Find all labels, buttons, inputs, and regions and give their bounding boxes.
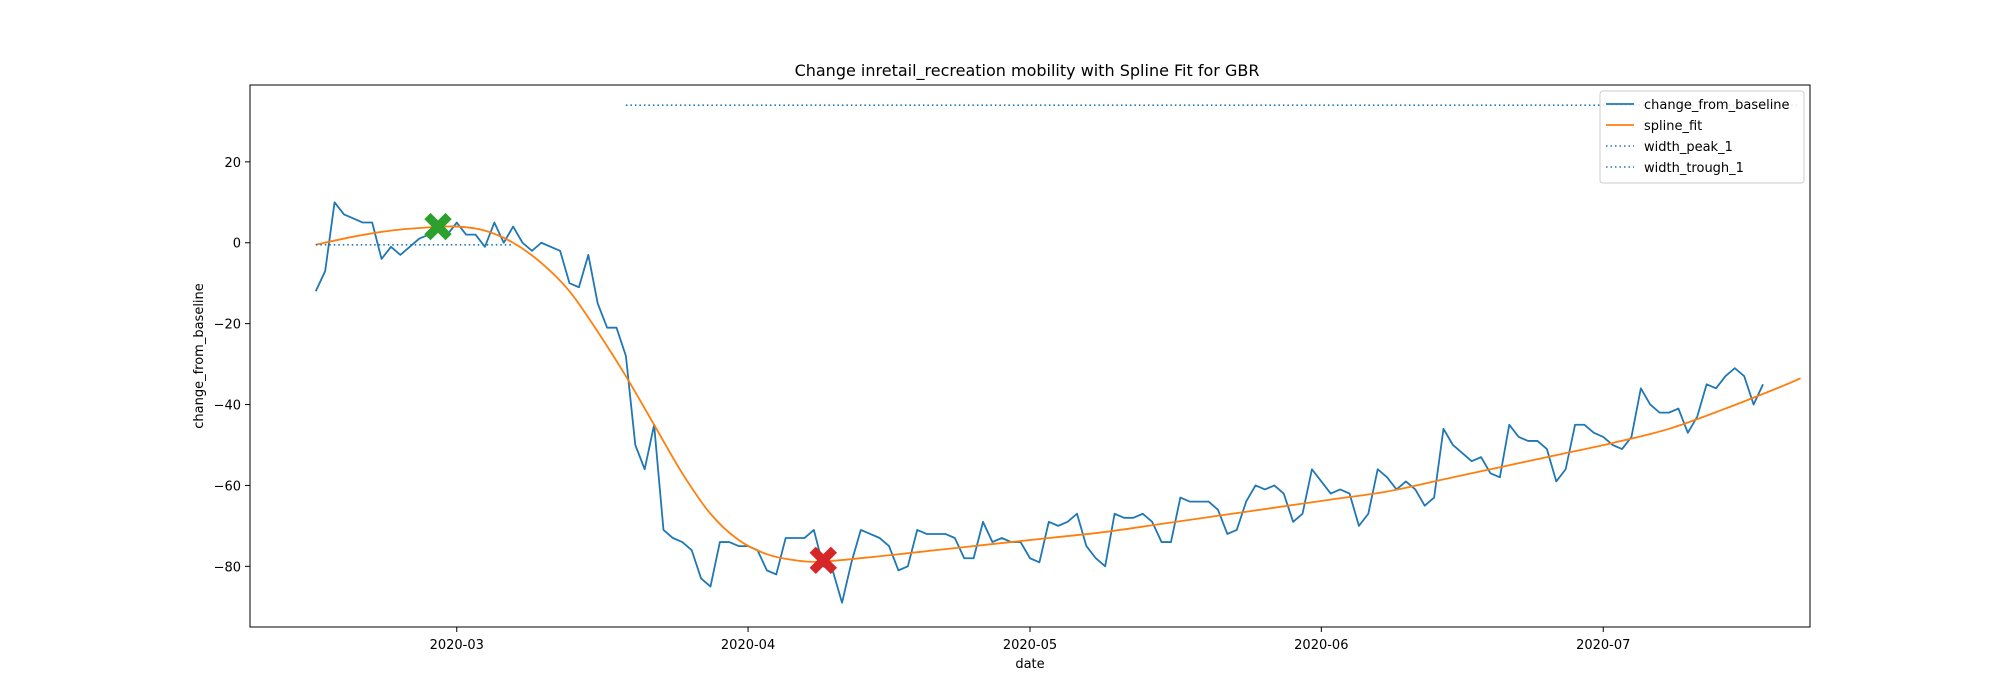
x-tick-label: 2020-05 [1003, 638, 1057, 653]
x-tick-label: 2020-06 [1294, 638, 1348, 653]
y-tick-label: 20 [224, 156, 241, 171]
series-line-change_from_baseline [314, 201, 1764, 604]
y-tick-label: −20 [214, 318, 241, 333]
y-axis-label: change_from_baseline [192, 283, 207, 429]
x-axis-label: date [1015, 657, 1044, 672]
y-axis: 20 0 −20 −40 −60 −80 [214, 156, 250, 575]
legend-box [1599, 90, 1805, 184]
x-tick-label: 2020-07 [1576, 638, 1630, 653]
y-tick-label: −60 [214, 479, 241, 494]
x-tick-label: 2020-04 [721, 638, 775, 653]
peak-marker [424, 212, 452, 241]
y-tick-label: −80 [214, 560, 241, 575]
series-layer [314, 104, 1801, 604]
legend-label: width_peak_1 [1644, 140, 1733, 155]
legend-label: spline_fit [1644, 119, 1702, 134]
trough-marker [809, 546, 838, 575]
series-line-spline_fit [315, 225, 1801, 563]
x-tick-label: 2020-03 [430, 638, 484, 653]
marker-layer [424, 212, 838, 575]
y-tick-label: −40 [214, 399, 241, 414]
x-axis: 2020-03 2020-04 2020-05 2020-06 2020-07 [430, 627, 1630, 653]
y-tick-label: 0 [233, 237, 241, 252]
legend: change_from_baseline spline_fit width_peak… [1599, 90, 1805, 184]
legend-label: change_from_baseline [1644, 98, 1790, 113]
legend-label: width_trough_1 [1644, 161, 1744, 176]
chart-title: Change inretail_recreation mobility with… [795, 61, 1260, 81]
